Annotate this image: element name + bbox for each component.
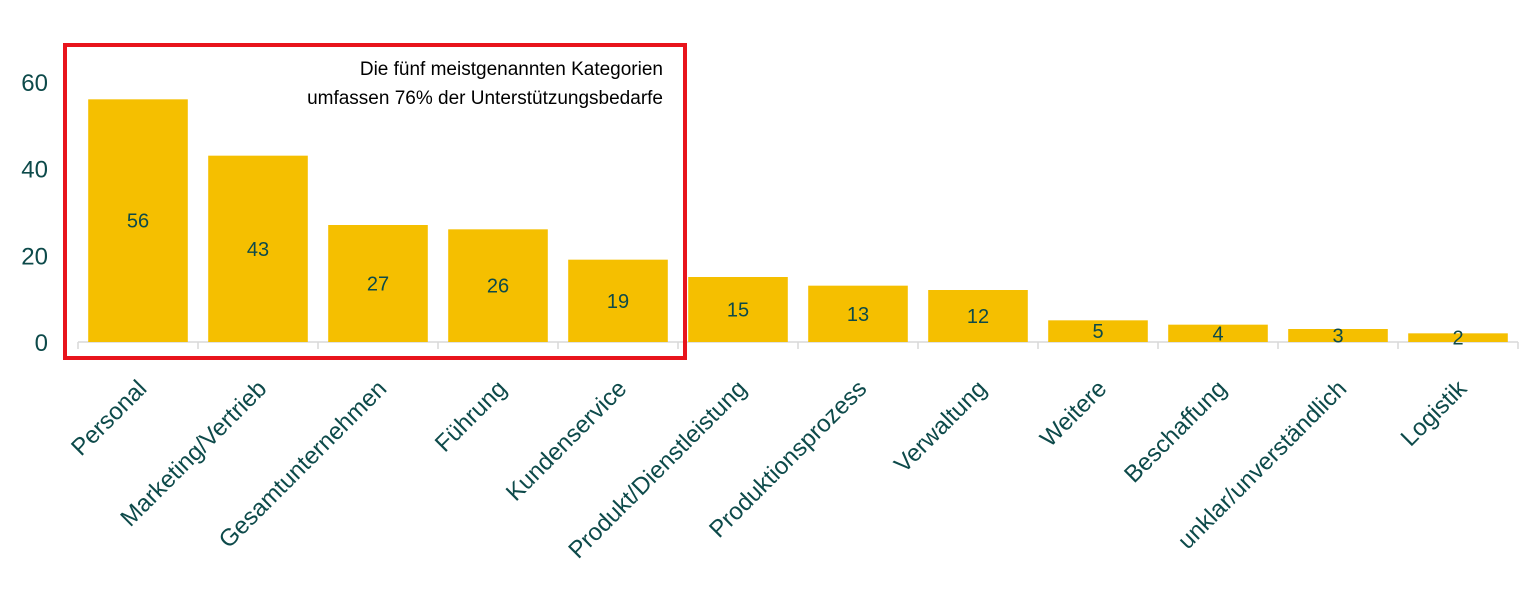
data-label: 13 [847,304,869,326]
category-label: Verwaltung [889,375,992,478]
bar [808,285,908,342]
bar [1048,320,1148,342]
data-label: 2 [1452,328,1463,350]
category-labels: PersonalMarketing/VertriebGesamtunterneh… [66,374,1473,564]
highlight-box [63,43,687,360]
data-label: 56 [127,211,149,233]
category-label: Logistik [1396,374,1473,451]
bar [1168,324,1268,342]
y-tick-label: 40 [21,157,48,184]
category-label: Weitere [1035,375,1112,452]
data-label: 3 [1332,326,1343,348]
annotation-line-2: umfassen 76% der Unterstützungsbedarfe [307,88,663,109]
category-label: Führung [430,375,512,457]
y-tick-label: 0 [35,330,48,357]
data-label: 19 [607,291,629,313]
y-axis-ticks: 0 20 40 60 [21,70,48,357]
data-label: 5 [1092,321,1103,343]
y-tick-label: 20 [21,243,48,270]
data-label: 4 [1212,323,1223,345]
bars [88,99,1508,342]
data-label: 12 [967,306,989,328]
category-label: Kundenservice [501,375,632,506]
bar [928,290,1028,342]
annotation-line-1: Die fünf meistgenannten Kategorien [360,59,663,80]
bar [88,99,188,342]
data-label: 43 [247,239,269,261]
bar [1288,329,1388,342]
bar [1408,333,1508,342]
data-label: 27 [367,274,389,296]
bar [328,225,428,342]
data-label: 26 [487,276,509,298]
y-tick-label: 60 [21,70,48,97]
x-axis-tick-marks [77,342,1519,349]
bar [568,259,668,342]
category-label: Beschaffung [1119,375,1232,488]
category-label: Personal [66,375,152,461]
data-label: 15 [727,300,749,322]
bar [448,229,548,342]
bar [688,277,788,342]
bar [208,155,308,342]
